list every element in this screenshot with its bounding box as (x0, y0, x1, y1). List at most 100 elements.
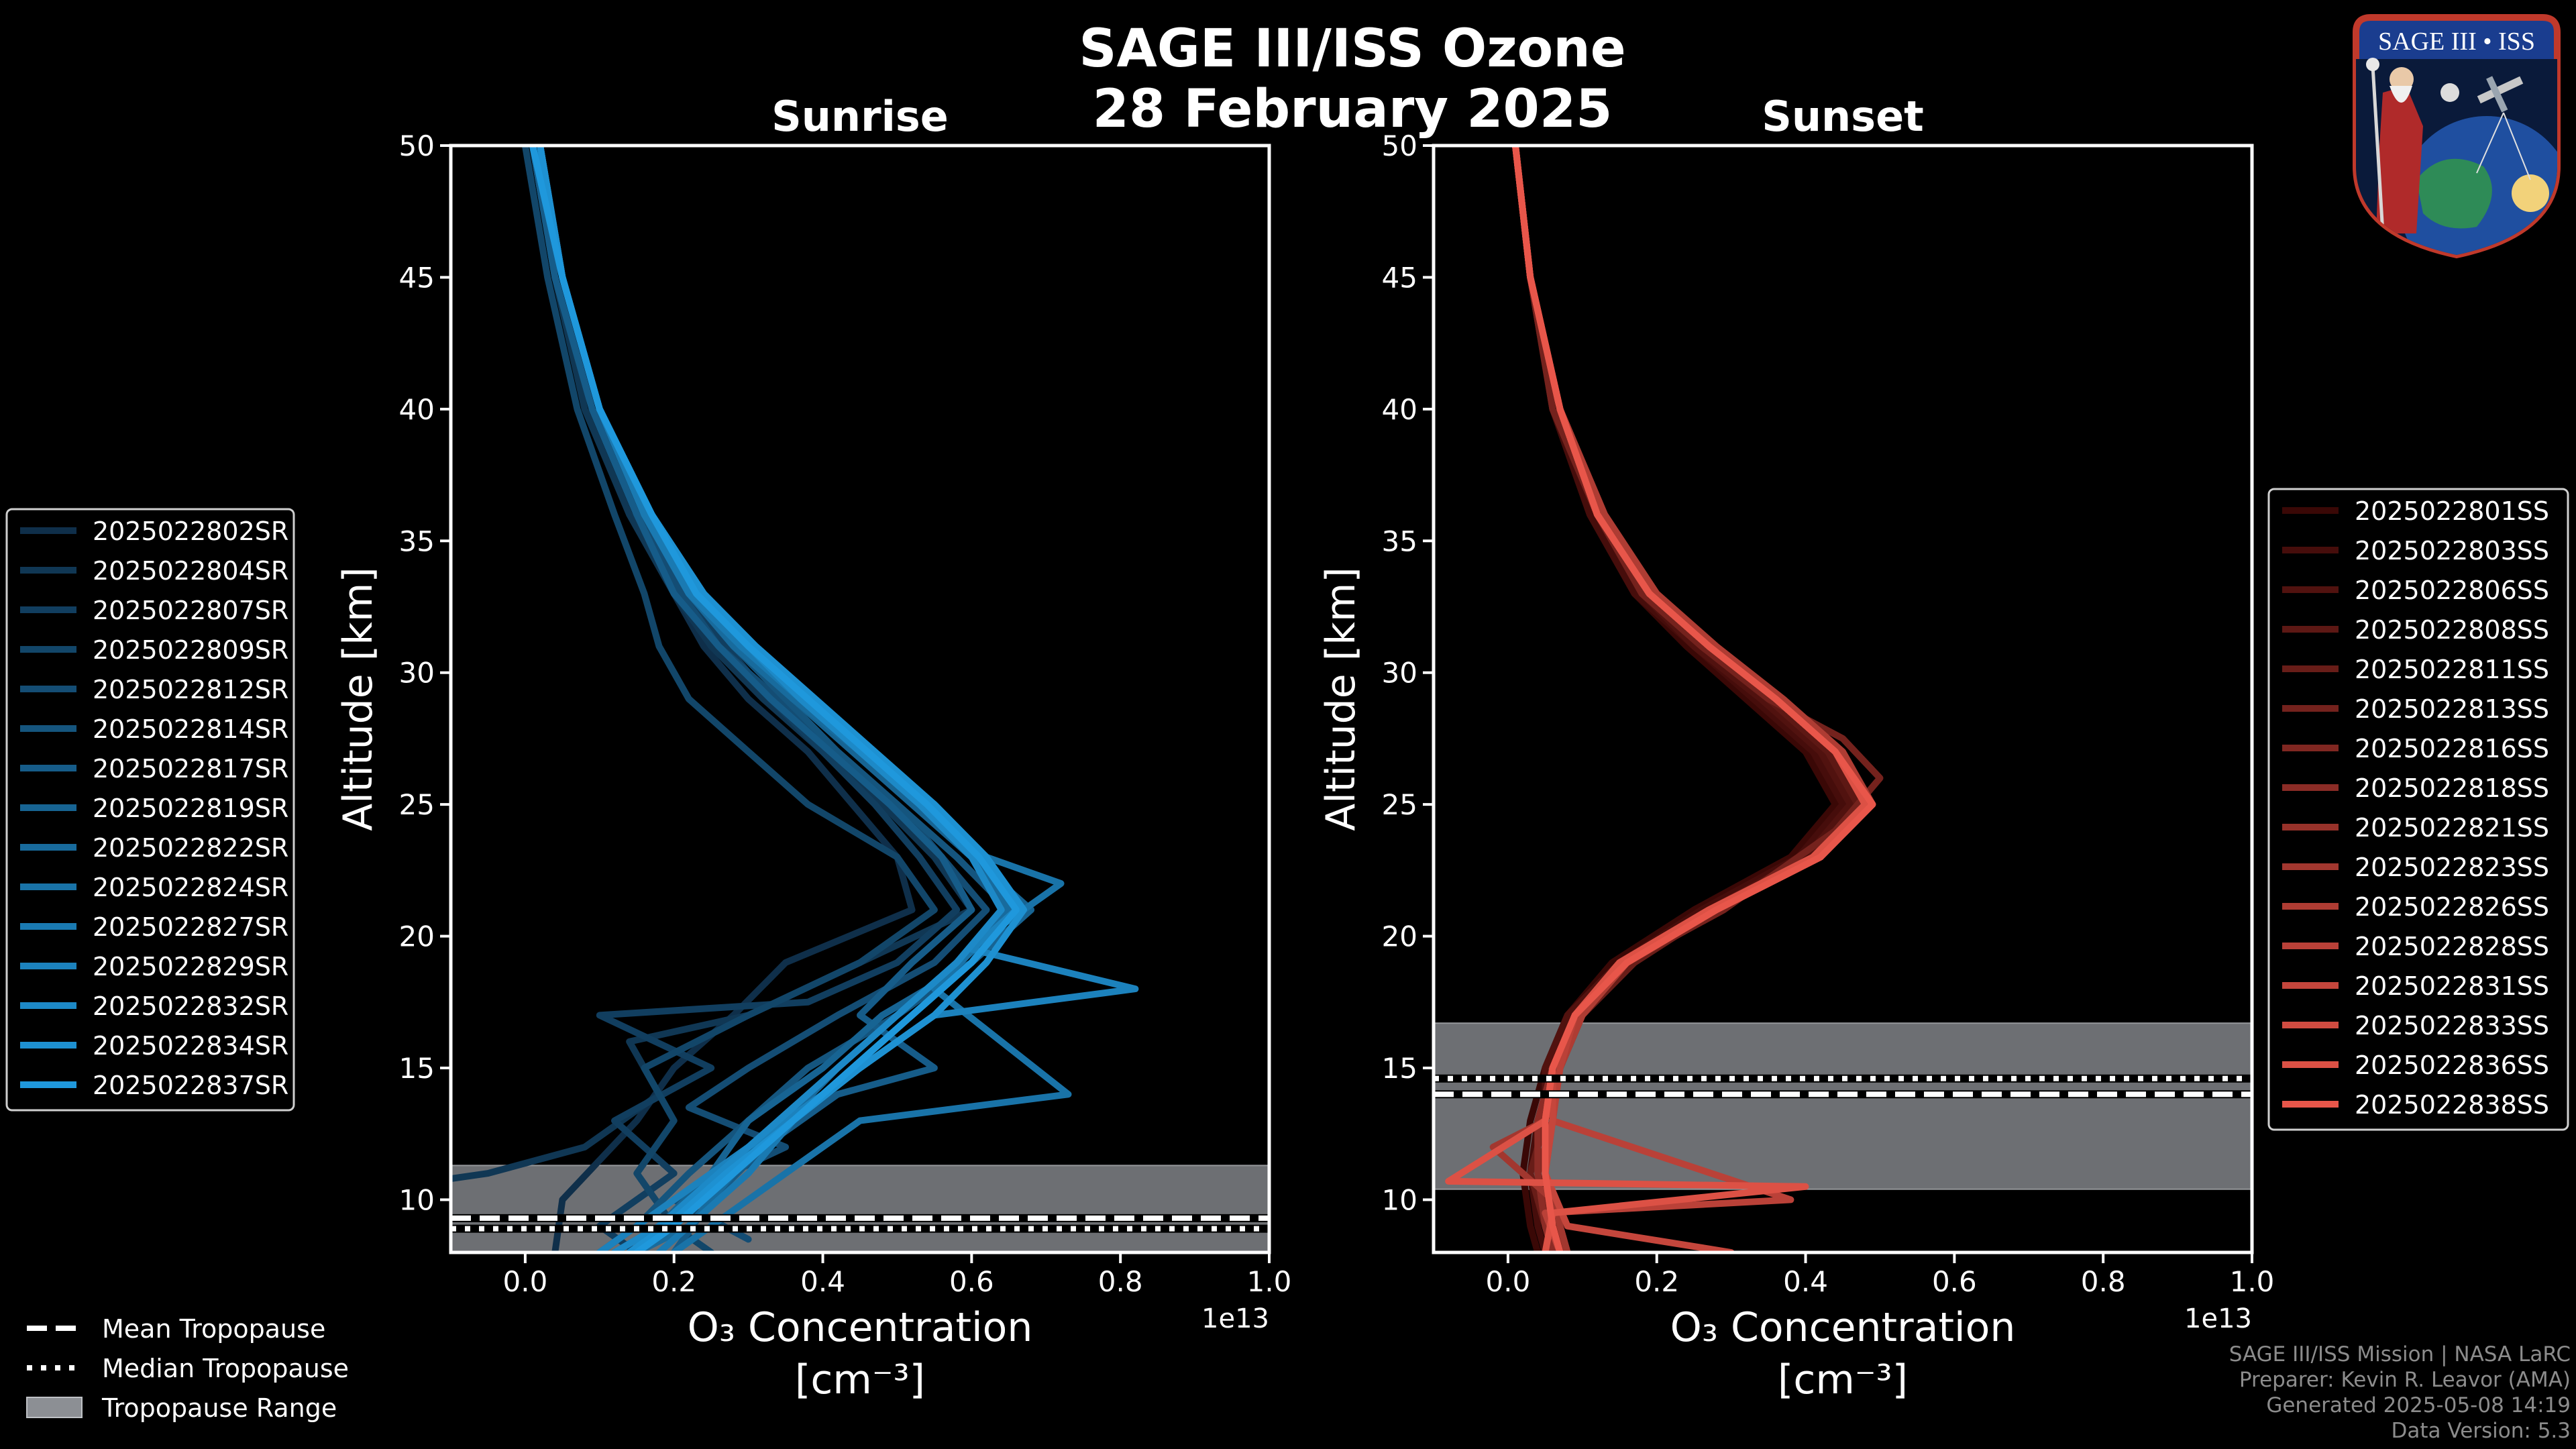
credit-line-data-version: Data Version: 5.3 (2391, 1419, 2571, 1443)
y-tick-label: 30 (399, 657, 435, 690)
legend-entry: 2025022824SR (93, 873, 288, 902)
y-tick-label: 15 (1382, 1052, 1417, 1085)
legend-entry: 2025022814SR (93, 714, 288, 744)
legend-entry: 2025022823SS (2355, 853, 2549, 882)
legend-entry: 2025022811SS (2355, 655, 2549, 684)
legend-entry: 2025022819SR (93, 794, 288, 823)
legend-entry: 2025022809SR (93, 635, 288, 665)
legend-entry: 2025022833SS (2355, 1011, 2549, 1040)
y-axis-label: Altitude [km] (1318, 567, 1364, 831)
legend-entry: 2025022816SS (2355, 734, 2549, 763)
x-axis-unit: [cm⁻³] (1778, 1356, 1908, 1403)
y-tick-label: 35 (399, 525, 435, 557)
x-axis-unit: [cm⁻³] (795, 1356, 925, 1403)
legend-entry: 2025022836SS (2355, 1051, 2549, 1080)
sunrise-panel: 0.0 0.2 0.4 0.6 0.8 1.0 10 15 20 25 30 35 40 45 50 1e13… (335, 92, 1291, 1403)
legend-frame (2267, 488, 2569, 1131)
y-tick-label: 45 (1382, 261, 1417, 294)
x-tick-label: 0.8 (2081, 1265, 2126, 1298)
legend-entry: 2025022834SR (93, 1031, 288, 1061)
credit-line-mission: SAGE III/ISS Mission | NASA LaRC (2229, 1342, 2571, 1366)
legend-entry: 2025022807SR (93, 596, 288, 625)
x-tick-label: 0.8 (1098, 1265, 1143, 1298)
x-offset-multiplier: 1e13 (2184, 1303, 2252, 1334)
y-tick-label: 45 (399, 261, 435, 294)
y-tick-label: 10 (1382, 1183, 1417, 1216)
y-tick-label: 50 (399, 129, 435, 162)
credits-block: SAGE III/ISS Mission | NASA LaRC Prepare… (2229, 1342, 2571, 1444)
sunset-legend: 2025022801SS 2025022803SS 2025022806SS 2025… (2267, 488, 2569, 1131)
y-tick-label: 40 (399, 393, 435, 426)
axes-frame (449, 144, 1271, 1254)
legend-entry: 2025022806SS (2355, 576, 2549, 605)
sunrise-legend: 2025022802SR 2025022804SR 2025022807SR 2025… (5, 508, 295, 1112)
series-line-2025022837SR (529, 146, 1020, 1252)
legend-entry: 2025022802SR (93, 517, 288, 546)
x-tick-label: 0.4 (800, 1265, 845, 1298)
y-tick-label: 40 (1382, 393, 1417, 426)
y-tick-label: 35 (1382, 525, 1417, 557)
legend-entry: 2025022803SS (2355, 536, 2549, 566)
legend-entry: 2025022808SS (2355, 615, 2549, 645)
credit-line-generated: Generated 2025-05-08 14:19 (2266, 1393, 2571, 1417)
figure-title-line2: 28 February 2025 (1092, 79, 1613, 140)
legend-entry: 2025022832SR (93, 991, 288, 1021)
sunset-panel: 0.0 0.2 0.4 0.6 0.8 1.0 10 15 20 25 30 35 40 45 50 1e13… (1318, 92, 2274, 1403)
legend-entry: 2025022831SS (2355, 971, 2549, 1001)
figure-title-line1: SAGE III/ISS Ozone (1079, 19, 1626, 79)
x-tick-label: 0.6 (1932, 1265, 1977, 1298)
legend-range-swatch (26, 1397, 83, 1418)
x-tick-label: 0.0 (503, 1265, 548, 1298)
x-tick-label: 0.4 (1783, 1265, 1828, 1298)
tropopause-legend-entry: Tropopause Range (101, 1393, 337, 1423)
y-tick-label: 20 (1382, 920, 1417, 953)
x-offset-multiplier: 1e13 (1201, 1303, 1269, 1334)
panel-title: Sunset (1762, 92, 1924, 141)
x-axis-label: O₃ Concentration (688, 1304, 1033, 1351)
legend-entry: 2025022829SR (93, 952, 288, 981)
x-tick-label: 1.0 (2230, 1265, 2275, 1298)
legend-entry: 2025022828SS (2355, 932, 2549, 961)
x-tick-label: 0.0 (1486, 1265, 1531, 1298)
legend-entry: 2025022822SR (93, 833, 288, 863)
y-tick-label: 15 (399, 1052, 435, 1085)
x-axis-label: O₃ Concentration (1670, 1304, 2016, 1351)
series-line-2025022838SS (1512, 146, 1876, 1252)
legend-entry: 2025022826SS (2355, 892, 2549, 922)
legend-entry: 2025022837SR (93, 1071, 288, 1100)
y-tick-label: 25 (399, 788, 435, 821)
legend-entry: 2025022804SR (93, 556, 288, 586)
legend-entry: 2025022821SS (2355, 813, 2549, 843)
logo-text: SAGE III • ISS (2378, 28, 2535, 56)
legend-entry: 2025022813SS (2355, 694, 2549, 724)
tropopause-legend-entry: Median Tropopause (102, 1354, 349, 1383)
legend-entry: 2025022801SS (2355, 496, 2549, 526)
legend-entry: 2025022818SS (2355, 773, 2549, 803)
axes-frame (1432, 144, 2254, 1254)
credit-line-preparer: Preparer: Kevin R. Leavor (AMA) (2239, 1368, 2571, 1392)
legend-entry: 2025022838SS (2355, 1090, 2549, 1120)
legend-frame (5, 508, 295, 1112)
x-tick-label: 0.2 (1634, 1265, 1679, 1298)
y-tick-label: 25 (1382, 788, 1417, 821)
y-tick-label: 10 (399, 1183, 435, 1216)
tropopause-legend-entry: Mean Tropopause (102, 1314, 325, 1344)
tropopause-legend: Mean Tropopause Median Tropopause Tropopau… (26, 1314, 349, 1423)
sage-iii-iss-mission-logo: SAGE III • ISS (2353, 14, 2561, 259)
legend-entry: 2025022812SR (93, 675, 288, 704)
x-tick-label: 1.0 (1247, 1265, 1292, 1298)
tropopause-range-band (451, 1165, 1269, 1252)
legend-entry: 2025022817SR (93, 754, 288, 784)
y-tick-label: 50 (1382, 129, 1417, 162)
y-tick-label: 30 (1382, 657, 1417, 690)
series-line-2025022817SR (529, 146, 975, 1252)
y-axis-label: Altitude [km] (335, 567, 382, 831)
y-tick-label: 20 (399, 920, 435, 953)
legend-entry: 2025022827SR (93, 912, 288, 942)
series-line-2025022809SR (521, 146, 938, 1252)
series-line-2025022804SR (451, 146, 975, 1182)
x-tick-label: 0.6 (949, 1265, 994, 1298)
panel-title: Sunrise (771, 92, 949, 141)
x-tick-label: 0.2 (651, 1265, 696, 1298)
